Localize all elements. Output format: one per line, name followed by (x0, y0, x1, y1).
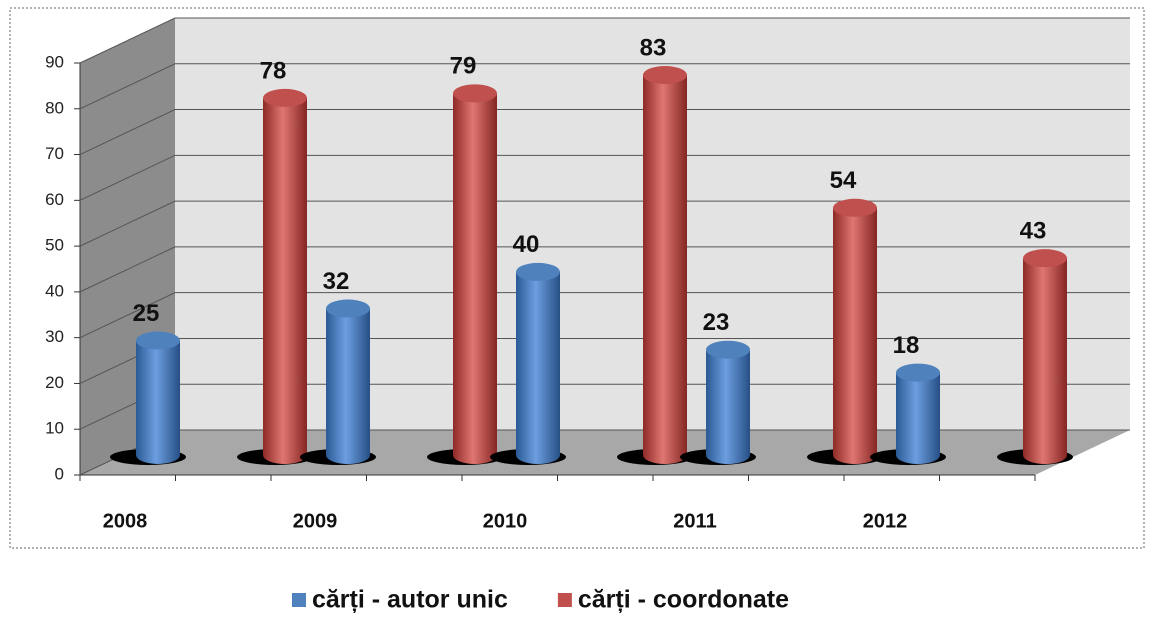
bar (706, 349, 750, 464)
grid-line (79, 17, 1130, 64)
x-tick-label: 2010 (483, 510, 528, 532)
data-label: 83 (640, 34, 667, 61)
bar (326, 308, 370, 464)
y-tick-label: 80 (45, 98, 64, 117)
data-label: 25 (133, 300, 160, 327)
bar-top (136, 331, 180, 350)
y-tick-label: 20 (45, 373, 64, 392)
bar-top (833, 198, 877, 217)
bar-top (896, 363, 940, 382)
y-tick-label: 30 (45, 327, 64, 346)
bar-top (643, 66, 687, 85)
x-tick-label: 2012 (863, 510, 908, 532)
grid-line (79, 292, 1130, 339)
data-label: 18 (893, 332, 920, 359)
x-tick-label: 2009 (293, 510, 338, 532)
bar-top (516, 262, 560, 281)
bar-top (706, 340, 750, 359)
y-tick-label: 40 (45, 281, 64, 300)
data-label: 78 (260, 57, 287, 84)
x-tick-label: 2011 (673, 510, 716, 532)
bar (263, 97, 307, 464)
bar-top (326, 299, 370, 318)
grid-line (79, 109, 1130, 156)
y-tick-label: 10 (45, 419, 64, 438)
bar-top (263, 88, 307, 107)
bar (136, 340, 180, 464)
bar (516, 271, 560, 464)
y-tick-label: 90 (45, 52, 64, 71)
data-label: 79 (450, 53, 477, 80)
grid-line (79, 154, 1130, 201)
bar (833, 207, 877, 465)
data-label: 23 (703, 309, 730, 336)
legend-label: cărți - coordonate (578, 586, 789, 614)
legend-swatch (292, 593, 306, 607)
floor (80, 430, 1130, 475)
legend-label: cărți - autor unic (312, 586, 508, 614)
x-tick-label: 2008 (103, 510, 148, 532)
data-label: 40 (513, 231, 540, 258)
bar (896, 372, 940, 464)
data-label: 32 (323, 268, 350, 295)
grid-line (79, 63, 1130, 110)
bar-top (453, 84, 497, 103)
data-label: 54 (830, 167, 857, 194)
legend-swatch (557, 593, 572, 607)
bar (643, 75, 687, 465)
y-tick-label: 50 (45, 236, 64, 255)
bar (1023, 258, 1067, 464)
chart-border (9, 7, 1145, 549)
y-tick-label: 60 (45, 190, 64, 209)
data-label: 43 (1020, 217, 1047, 244)
bar (453, 93, 497, 464)
grid-line (79, 246, 1130, 293)
y-tick-label: 0 (55, 464, 64, 483)
y-tick-label: 70 (45, 144, 64, 163)
grid-line (79, 200, 1130, 247)
bar-top (1023, 249, 1067, 268)
